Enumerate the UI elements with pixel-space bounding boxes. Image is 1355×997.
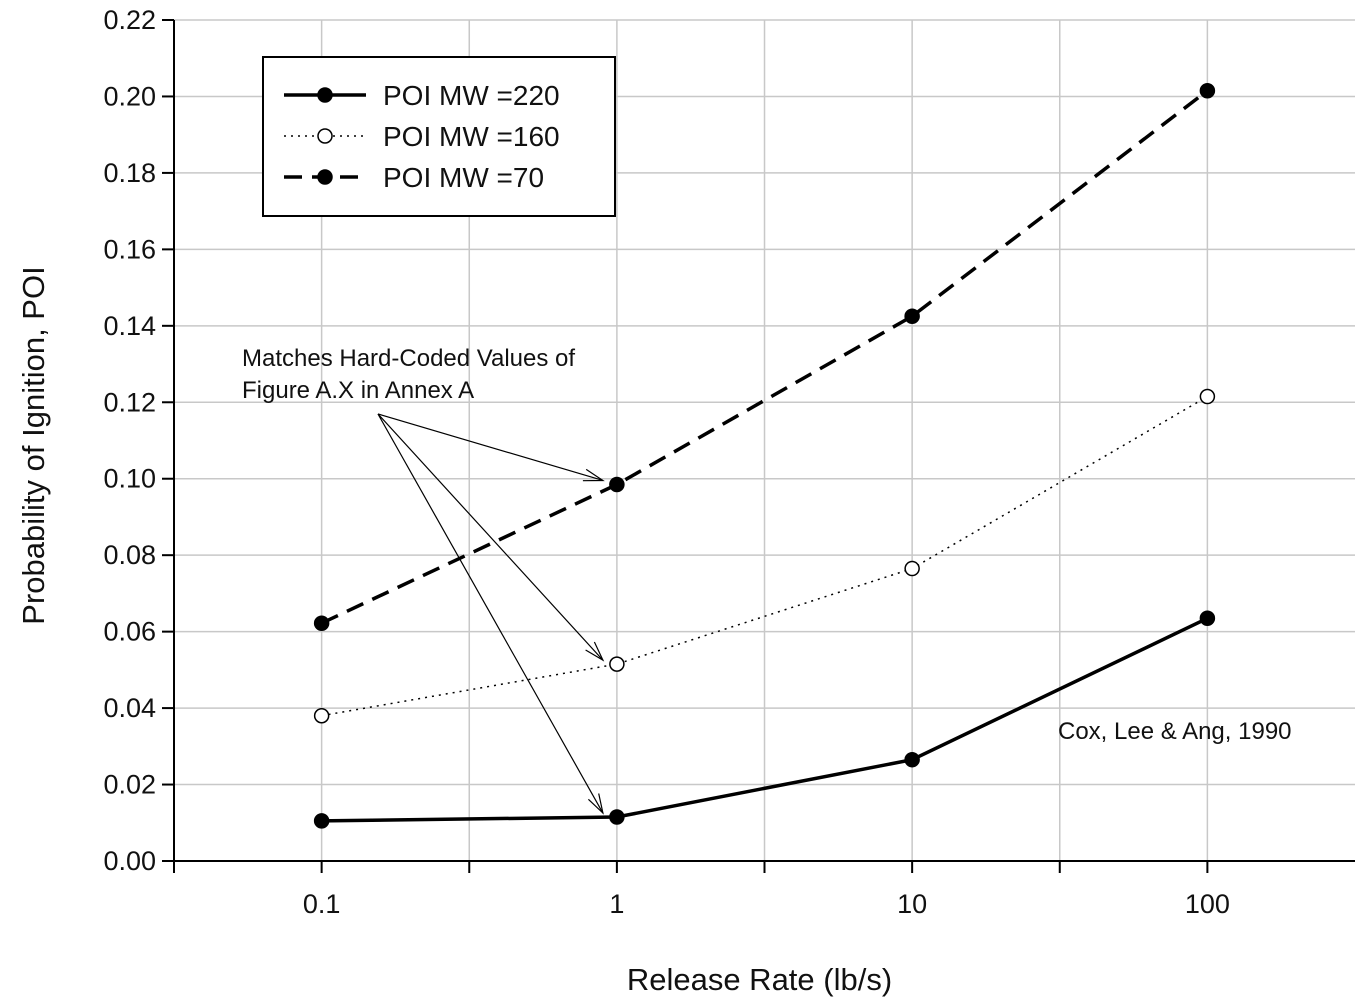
y-tick-label: 0.20 — [103, 81, 156, 111]
data-point — [609, 476, 625, 493]
y-tick-label: 0.02 — [103, 770, 156, 800]
y-tick-label: 0.14 — [103, 311, 156, 341]
legend: POI MW =220 POI MW =160 POI MW =70 — [262, 56, 616, 217]
axes: 0.00 0.02 0.04 0.06 0.08 0.10 0.12 0.14 0.16 0.18… — [16, 5, 1355, 997]
data-point — [904, 751, 920, 768]
annotation-arrowhead — [587, 793, 604, 815]
x-tick-label: 1 — [609, 889, 624, 919]
annotation-arrow — [377, 413, 604, 814]
data-point — [313, 707, 330, 724]
x-tick-label: 10 — [897, 889, 927, 919]
data-point — [904, 308, 920, 325]
y-tick-label: 0.04 — [103, 693, 156, 723]
annotation-arrowhead — [585, 641, 605, 662]
data-point — [313, 813, 330, 829]
legend-marker — [317, 169, 333, 185]
y-tick-label: 0.08 — [103, 540, 156, 570]
series-0 — [313, 610, 1216, 829]
data-point — [904, 560, 920, 577]
annotation-arrowhead — [582, 468, 605, 482]
annotations: Matches Hard-Coded Values of Figure A.X i… — [242, 345, 1292, 815]
annotation-text: Matches Hard-Coded Values of — [242, 345, 575, 372]
y-tick-label: 0.10 — [103, 464, 156, 494]
annotation-text: Figure A.X in Annex A — [242, 377, 474, 404]
annotation-arrow — [377, 413, 604, 661]
legend-label: POI MW =160 — [383, 121, 560, 152]
series-line — [321, 616, 1209, 823]
annotation-arrow — [377, 413, 604, 482]
y-tick-label: 0.00 — [103, 846, 156, 876]
y-tick-label: 0.12 — [103, 387, 156, 417]
y-tick-label: 0.06 — [103, 617, 156, 647]
data-point — [1199, 610, 1216, 627]
x-axis-title: Release Rate (lb/s) — [627, 962, 892, 997]
series-line — [320, 89, 1209, 625]
legend-label: POI MW =220 — [383, 80, 560, 111]
data-point — [609, 656, 625, 672]
source-citation: Cox, Lee & Ang, 1990 — [1058, 718, 1292, 745]
series-1 — [313, 388, 1216, 724]
y-axis-title: Probability of Ignition, POI — [16, 266, 51, 624]
x-tick-label: 100 — [1185, 889, 1230, 919]
y-tick-label: 0.18 — [103, 158, 156, 188]
series — [313, 82, 1216, 829]
data-point — [1199, 388, 1216, 405]
x-tick-label: 0.1 — [303, 889, 341, 919]
data-point — [1199, 82, 1216, 99]
data-point — [609, 809, 625, 825]
grid — [173, 19, 1355, 862]
series-2 — [313, 82, 1216, 631]
y-tick-label: 0.22 — [103, 5, 156, 35]
y-tick-label: 0.16 — [103, 234, 156, 264]
legend-marker — [317, 87, 333, 103]
legend-label: POI MW =70 — [383, 162, 544, 193]
legend-marker — [317, 128, 333, 144]
data-point — [313, 615, 330, 631]
